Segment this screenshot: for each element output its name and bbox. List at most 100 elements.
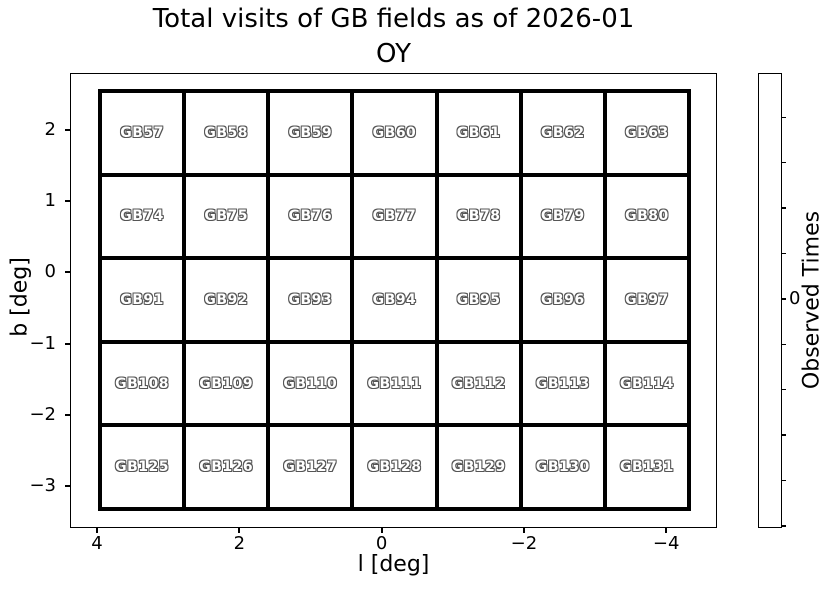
y-tick-label: 1 <box>44 190 56 212</box>
field-cell-gb59: GB59 <box>268 91 353 175</box>
y-tick-mark <box>65 413 70 416</box>
field-cell-gb93: GB93 <box>268 258 353 342</box>
colorbar-tick-mark <box>781 252 786 255</box>
colorbar-label: Observed Times <box>799 210 825 390</box>
field-cell-gb58: GB58 <box>184 91 269 175</box>
field-label: GB94 <box>372 291 417 308</box>
field-cell-gb110: GB110 <box>268 341 353 426</box>
field-label: GB75 <box>204 208 249 225</box>
field-cell-gb109: GB109 <box>184 341 269 426</box>
field-label: GB78 <box>456 208 501 225</box>
field-cell-gb112: GB112 <box>436 341 521 426</box>
y-tick-mark <box>65 200 70 203</box>
field-label: GB114 <box>619 375 674 392</box>
colorbar-tick-mark <box>781 161 786 164</box>
field-label: GB112 <box>451 375 506 392</box>
field-cell-gb80: GB80 <box>604 174 689 259</box>
field-cell-gb92: GB92 <box>184 258 269 342</box>
x-tick-mark <box>96 528 98 533</box>
colorbar-tick-label: 0 <box>789 287 801 309</box>
field-label: GB62 <box>540 124 585 141</box>
field-cell-gb75: GB75 <box>184 174 269 259</box>
field-cell-gb95: GB95 <box>436 258 521 342</box>
field-label: GB126 <box>199 459 254 476</box>
x-tick-label: −4 <box>652 533 680 554</box>
field-label: GB108 <box>115 375 170 392</box>
field-cell-gb113: GB113 <box>520 341 605 426</box>
field-cell-gb60: GB60 <box>352 91 437 175</box>
colorbar-tick-mark <box>781 298 786 300</box>
field-cell-gb62: GB62 <box>520 91 605 175</box>
x-tick-mark <box>665 528 668 533</box>
field-cell-gb128: GB128 <box>352 425 437 509</box>
field-label: GB58 <box>204 124 249 141</box>
field-cell-gb76: GB76 <box>268 174 353 259</box>
field-label: GB97 <box>625 291 669 308</box>
x-tick-label: 4 <box>91 533 103 554</box>
field-label: GB74 <box>120 208 164 225</box>
field-cell-gb114: GB114 <box>604 341 689 426</box>
colorbar-tick-mark <box>781 207 786 209</box>
field-cell-gb78: GB78 <box>436 174 521 259</box>
field-cell-gb130: GB130 <box>520 425 605 509</box>
y-tick-label: −1 <box>29 332 56 354</box>
y-tick-mark <box>65 342 70 345</box>
field-cell-gb96: GB96 <box>520 258 605 342</box>
field-cell-gb127: GB127 <box>268 425 353 509</box>
field-label: GB129 <box>451 459 506 476</box>
y-tick-label: −2 <box>29 403 56 425</box>
x-tick-mark <box>522 528 525 533</box>
field-cell-gb126: GB126 <box>184 425 269 509</box>
chart-title: Total visits of GB fields as of 2026-01 … <box>70 2 717 72</box>
field-label: GB63 <box>625 124 669 141</box>
field-label: GB109 <box>199 375 254 392</box>
field-label: GB79 <box>540 208 585 225</box>
field-label: GB91 <box>120 291 164 308</box>
colorbar-tick-mark <box>781 116 786 118</box>
chart-title-line1: Total visits of GB fields as of 2026-01 <box>152 4 635 34</box>
field-label: GB92 <box>204 291 249 308</box>
x-tick-label: −2 <box>510 533 538 554</box>
x-tick-mark <box>380 528 383 533</box>
plot-area: GB57 GB58 GB59 GB60 GB61 GB62 GB63 GB74 GB75 GB76… <box>70 73 717 528</box>
field-cell-gb61: GB61 <box>436 91 521 175</box>
field-label: GB125 <box>115 459 170 476</box>
colorbar-tick-mark <box>781 525 786 527</box>
y-tick-label: 2 <box>44 119 56 140</box>
field-label: GB60 <box>372 124 417 141</box>
field-grid: GB57 GB58 GB59 GB60 GB61 GB62 GB63 GB74 GB75 GB76… <box>98 89 691 511</box>
colorbar <box>758 73 782 528</box>
field-cell-gb91: GB91 <box>100 258 185 342</box>
field-label: GB77 <box>372 208 417 225</box>
x-tick-label: 2 <box>233 533 246 554</box>
field-cell-gb125: GB125 <box>100 425 185 509</box>
y-tick-mark <box>65 129 70 131</box>
field-cell-gb111: GB111 <box>352 341 437 426</box>
chart-title-line2: OY <box>376 39 411 69</box>
y-axis-label: b [deg] <box>7 257 33 337</box>
colorbar-tick-mark <box>781 434 786 436</box>
field-label: GB131 <box>619 459 674 476</box>
field-label: GB93 <box>288 291 333 308</box>
field-label: GB128 <box>367 459 422 476</box>
field-label: GB111 <box>367 375 422 392</box>
x-tick-mark <box>238 528 241 533</box>
field-cell-gb97: GB97 <box>604 258 689 342</box>
y-tick-label: 0 <box>44 261 56 283</box>
y-tick-label: −3 <box>29 475 56 496</box>
x-tick-label: 0 <box>375 533 388 554</box>
x-axis-label: l [deg] <box>357 552 430 577</box>
field-cell-gb129: GB129 <box>436 425 521 509</box>
field-label: GB130 <box>535 459 590 476</box>
field-cell-gb77: GB77 <box>352 174 437 259</box>
field-label: GB76 <box>288 208 333 225</box>
field-label: GB113 <box>535 375 590 392</box>
field-cell-gb57: GB57 <box>100 91 185 175</box>
y-tick-mark <box>65 271 70 274</box>
colorbar-tick-mark <box>781 388 786 391</box>
field-cell-gb94: GB94 <box>352 258 437 342</box>
field-label: GB59 <box>288 124 333 141</box>
colorbar-tick-mark <box>781 343 786 345</box>
field-label: GB127 <box>283 459 338 476</box>
